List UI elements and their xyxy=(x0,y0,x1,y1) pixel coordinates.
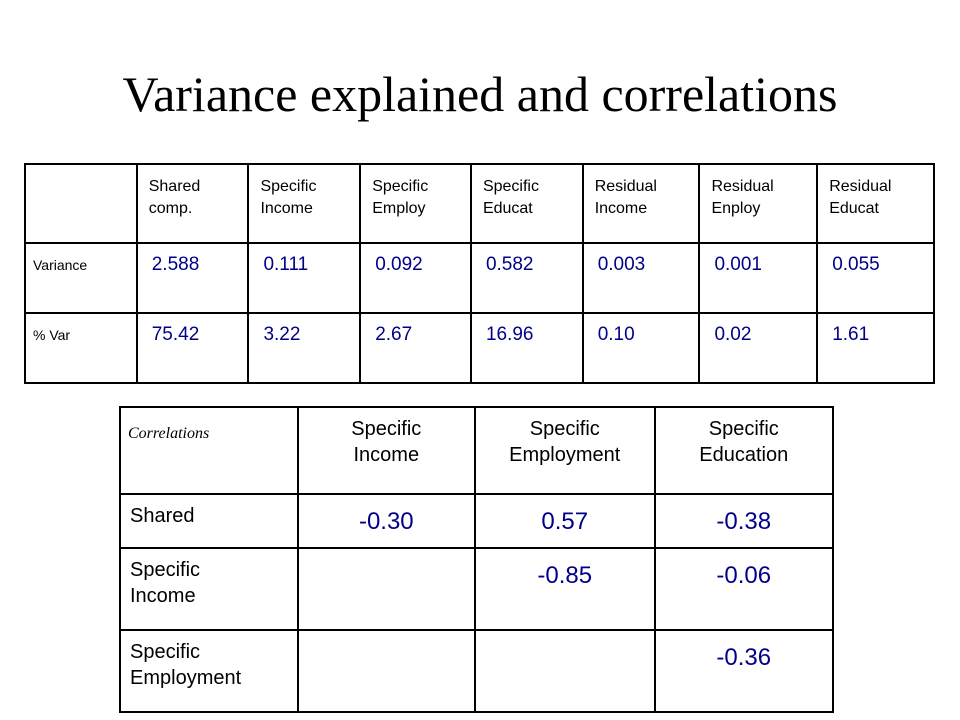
header-cell: Specific Education xyxy=(653,406,835,495)
header-cell: Shared comp. xyxy=(135,163,250,244)
corner-cell xyxy=(24,163,138,244)
variance-table: Shared comp. Specific Income Specific Emplo… xyxy=(24,163,935,384)
row-label: Specific Income xyxy=(119,547,299,631)
value-cell: 0.001 xyxy=(698,242,819,314)
correlations-label: Correlations xyxy=(119,406,299,495)
value-cell: 1.61 xyxy=(816,312,935,384)
header-cell: Specific Income xyxy=(296,406,476,495)
value-cell: 0.582 xyxy=(469,242,584,314)
value-cell: 2.588 xyxy=(135,242,250,314)
percent-var-row: % Var 75.42 3.22 2.67 16.96 0.10 0.02 1.… xyxy=(24,312,935,384)
value-cell: 0.111 xyxy=(247,242,362,314)
correlation-table: Correlations Specific Income Specific Empl… xyxy=(119,406,835,713)
row-label: Specific Employment xyxy=(119,629,299,713)
value-cell: 0.57 xyxy=(473,493,656,549)
value-cell: -0.38 xyxy=(653,493,835,549)
value-cell: 0.055 xyxy=(816,242,935,314)
header-cell: Residual Enploy xyxy=(698,163,819,244)
variance-row: Variance 2.588 0.111 0.092 0.582 0.003 0… xyxy=(24,242,935,314)
value-cell: 16.96 xyxy=(469,312,584,384)
value-cell: -0.06 xyxy=(653,547,835,631)
value-cell: 2.67 xyxy=(359,312,472,384)
row-label: % Var xyxy=(24,312,138,384)
header-cell: Specific Employ xyxy=(359,163,472,244)
header-cell: Residual Educat xyxy=(816,163,935,244)
value-cell: 3.22 xyxy=(247,312,362,384)
value-cell: 0.02 xyxy=(698,312,819,384)
header-cell: Specific Employment xyxy=(473,406,656,495)
value-cell: -0.85 xyxy=(473,547,656,631)
header-cell: Specific Educat xyxy=(469,163,584,244)
value-cell: 0.092 xyxy=(359,242,472,314)
value-cell: -0.36 xyxy=(653,629,835,713)
slide-title: Variance explained and correlations xyxy=(122,66,838,122)
row-label: Variance xyxy=(24,242,138,314)
empty-cell xyxy=(296,629,476,713)
empty-cell xyxy=(473,629,656,713)
value-cell: 0.003 xyxy=(581,242,701,314)
value-cell: 0.10 xyxy=(581,312,701,384)
value-cell: 75.42 xyxy=(135,312,250,384)
correlation-header-row: Correlations Specific Income Specific Empl… xyxy=(119,406,835,495)
value-cell: -0.30 xyxy=(296,493,476,549)
correlation-row-specific-income: Specific Income -0.85 -0.06 xyxy=(119,547,835,631)
header-cell: Residual Income xyxy=(581,163,701,244)
row-label: Shared xyxy=(119,493,299,549)
empty-cell xyxy=(296,547,476,631)
variance-header-row: Shared comp. Specific Income Specific Emplo… xyxy=(24,163,935,244)
correlation-row-specific-employment: Specific Employment -0.36 xyxy=(119,629,835,713)
header-cell: Specific Income xyxy=(247,163,362,244)
correlation-row-shared: Shared -0.30 0.57 -0.38 xyxy=(119,493,835,549)
